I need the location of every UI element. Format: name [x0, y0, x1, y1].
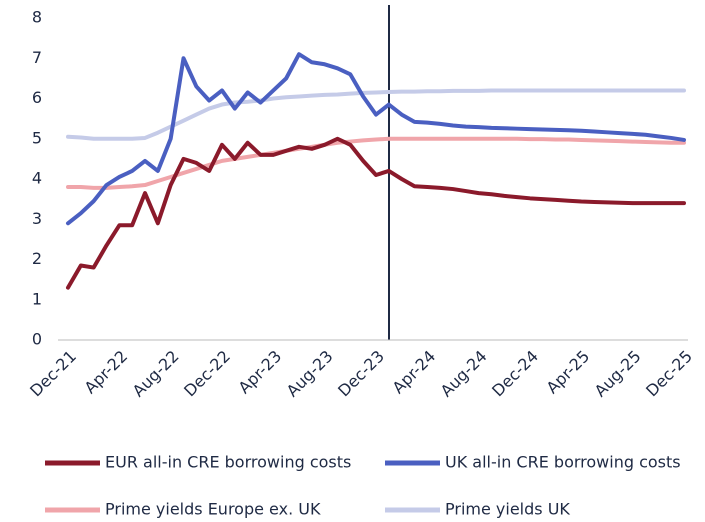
legend-label: EUR all-in CRE borrowing costs: [105, 453, 351, 472]
x-tick-label: Apr-23: [235, 347, 286, 398]
x-tick-label: Dec-25: [642, 347, 696, 401]
y-tick-label: 3: [32, 209, 42, 228]
legend-label: Prime yields Europe ex. UK: [105, 500, 321, 519]
x-tick-label: Dec-22: [180, 347, 234, 401]
y-tick-label: 6: [32, 88, 42, 107]
series-line: [66, 136, 686, 190]
x-tick-label: Aug-24: [437, 347, 491, 401]
x-tick-label: Apr-25: [543, 347, 594, 398]
x-tick-label: Aug-23: [283, 347, 337, 401]
x-tick-label: Aug-22: [129, 347, 183, 401]
legend-label: UK all-in CRE borrowing costs: [445, 453, 681, 472]
x-tick-label: Aug-25: [591, 347, 645, 401]
y-tick-label: 7: [32, 48, 42, 67]
series-line: [66, 52, 686, 226]
x-tick-label: Dec-23: [334, 347, 388, 401]
y-tick-label: 5: [32, 128, 42, 147]
legend-label: Prime yields UK: [445, 500, 570, 519]
x-tick-label: Dec-21: [26, 347, 80, 401]
x-tick-label: Apr-22: [81, 347, 132, 398]
series-line: [66, 136, 686, 290]
y-tick-label: 4: [32, 169, 42, 188]
y-tick-label: 8: [32, 8, 42, 27]
y-tick-label: 0: [32, 330, 42, 349]
y-tick-label: 2: [32, 249, 42, 268]
x-tick-label: Dec-24: [488, 347, 542, 401]
x-tick-label: Apr-24: [389, 347, 440, 398]
y-tick-label: 1: [32, 289, 42, 308]
